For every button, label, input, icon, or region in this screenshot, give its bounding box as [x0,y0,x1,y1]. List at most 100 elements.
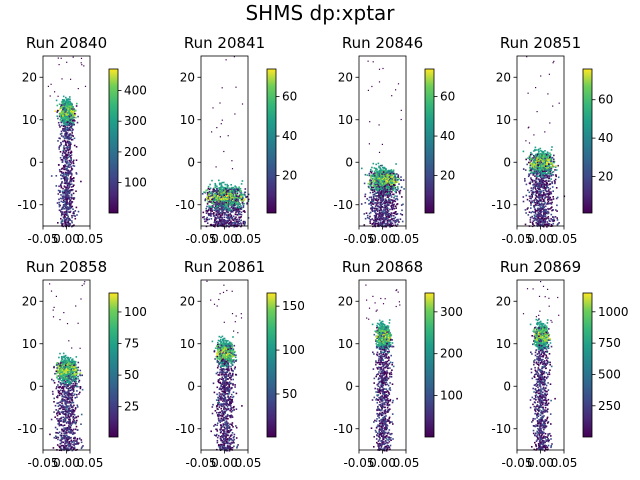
heatmap-cell [220,189,222,192]
heatmap-cell [387,175,389,177]
heatmap-cell [70,156,72,159]
heatmap-cell [221,223,224,226]
heatmap-cell [228,208,230,210]
heatmap-cell [378,215,380,217]
heatmap-cell [238,223,240,225]
heatmap-cell [387,217,389,220]
colorbar-tick-label: 60 [440,90,455,104]
heatmap-cell [531,192,534,194]
heatmap-cell [379,169,381,172]
heatmap-cell [67,174,70,176]
heatmap-cell [73,197,76,199]
heatmap-cell [373,207,376,210]
heatmap-cell [72,135,74,137]
heatmap-cell [224,196,227,198]
heatmap-cell [386,193,388,195]
heatmap-cell [66,214,69,216]
heatmap-cell [210,210,212,212]
heatmap-cell [228,201,231,204]
heatmap-cell [379,171,381,173]
heatmap-cell [370,201,372,203]
heatmap-cell [64,165,66,168]
heatmap-cell [76,102,78,105]
heatmap-cell [230,206,233,208]
heatmap-cell [381,218,384,220]
heatmap-cell [68,166,71,168]
heatmap-cell [540,202,543,205]
heatmap-cell [370,175,372,178]
heatmap-cell [64,168,67,170]
heatmap-cell [226,194,229,197]
heatmap-cell [60,104,63,106]
heatmap-cell [64,180,66,182]
heatmap-cell [57,117,59,120]
heatmap-cell [63,178,66,181]
heatmap-cell [227,189,229,192]
heatmap-cell [386,207,388,209]
heatmap-cell [216,220,218,223]
heatmap-cell [372,194,375,196]
heatmap-cell [221,181,224,184]
heatmap-cell [214,201,216,204]
heatmap-cell [61,160,64,162]
heatmap-cell [232,189,234,192]
heatmap-cell [372,225,374,228]
heatmap-cell [394,211,396,214]
heatmap-cell [550,149,553,151]
heatmap-cell [392,183,394,185]
heatmap-cell [232,202,234,204]
heatmap-cell [68,138,70,140]
heatmap-cell [62,205,65,208]
heatmap-cell [80,57,83,59]
heatmap-cell [61,152,64,155]
heatmap-cell [56,111,58,113]
heatmap-cell [376,210,379,213]
heatmap-cell [236,197,239,199]
colorbar-tick-label: 40 [282,129,297,143]
heatmap-cell [204,191,207,194]
heatmap-cell [397,188,399,190]
heatmap-cell [237,200,239,202]
heatmap-cell [372,178,374,180]
heatmap-cell [207,192,210,195]
heatmap-cell [68,102,70,105]
heatmap-cell [392,186,394,189]
heatmap-cell [231,194,234,196]
heatmap-cell [387,170,390,173]
heatmap-cell [389,225,391,228]
heatmap-cell [232,209,235,211]
heatmap-cell [373,221,375,224]
heatmap-cell [57,57,59,59]
heatmap-cell [69,119,71,121]
heatmap-cell [231,217,233,220]
heatmap-cell [373,197,375,200]
heatmap-cell [64,197,67,199]
heatmap-cell [544,196,546,198]
heatmap-cell [535,178,537,181]
heatmap-cell [66,224,68,226]
heatmap-cell [67,128,70,130]
heatmap-cell [58,164,60,166]
heatmap-cell [64,190,66,192]
heatmap-cell [217,217,219,219]
heatmap-cell [381,215,384,218]
heatmap-cell [69,177,72,179]
heatmap-cell [68,116,71,118]
heatmap-cell [66,160,69,162]
heatmap-cell [217,220,219,223]
heatmap-cell [60,183,62,186]
heatmap-cell [397,83,400,85]
heatmap-cell [386,188,388,191]
heatmap-cell [65,188,67,190]
heatmap-cell [206,199,209,201]
heatmap-cell [70,134,72,136]
colorbar-tick-label: 40 [440,129,455,143]
heatmap-cell [384,208,387,210]
heatmap-cell [247,193,250,196]
heatmap-cell [387,202,389,204]
heatmap-cell [378,183,380,185]
heatmap-cell [65,208,67,210]
heatmap-cell [230,200,232,202]
heatmap-cell [70,169,72,172]
heatmap-cell [553,219,556,222]
